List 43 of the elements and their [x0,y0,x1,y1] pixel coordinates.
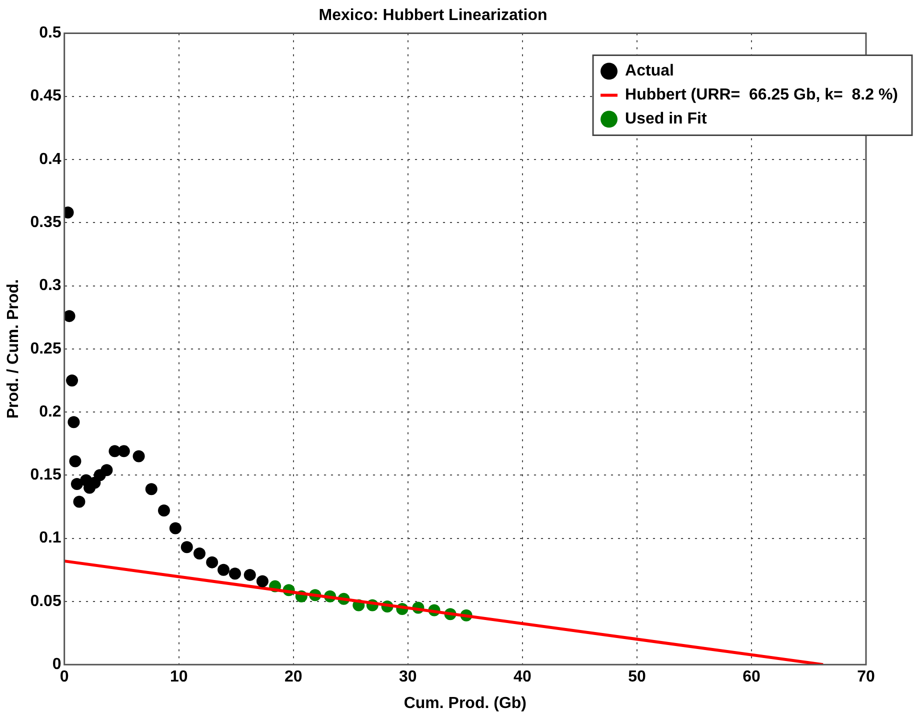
point [158,504,170,517]
y-tick-label: 0.15 [30,466,62,484]
point [169,522,182,534]
point [206,556,218,568]
point [193,547,206,560]
x-tick-label: 10 [170,668,188,686]
y-axis-title: Prod. / Cum. Prod. [5,279,22,419]
y-tick-label: 0.45 [30,88,62,105]
point [118,445,130,458]
point [228,568,241,580]
x-tick-label: 70 [857,668,875,686]
x-tick-label: 60 [742,668,760,686]
x-tick-label: 30 [399,668,417,686]
x-tick-label: 40 [514,668,532,686]
point [132,450,145,462]
y-tick-label: 0.4 [39,150,62,168]
point [64,310,76,322]
y-tick-label: 0.1 [39,530,62,547]
y-tick-label: 0.05 [30,592,62,610]
point [218,564,230,576]
point [68,416,80,428]
point [100,464,113,476]
point [145,483,158,496]
chart-title: Mexico: Hubbert Linearization [318,7,548,24]
y-tick-label: 0.2 [39,403,62,420]
x-axis-title: Cum. Prod. (Gb) [404,694,526,712]
point [69,455,82,468]
y-tick-label: 0.35 [30,214,62,232]
x-tick-label: 20 [284,668,302,686]
point [70,478,83,490]
point [244,568,256,581]
point [66,374,78,386]
point [180,541,193,554]
point [256,575,268,588]
y-tick-label: 0.5 [39,24,62,42]
x-tick-label: 50 [628,668,646,686]
legend-label: Hubbert (URR= 66.25 Gb, k= 8.2 %) [625,86,898,104]
y-tick-label: 0 [52,656,62,674]
point [73,496,86,508]
legend-label: Used in Fit [625,110,708,128]
y-tick-label: 0.3 [39,277,62,294]
legend-label: Actual [625,62,674,80]
y-tick-label: 0.25 [30,340,62,358]
